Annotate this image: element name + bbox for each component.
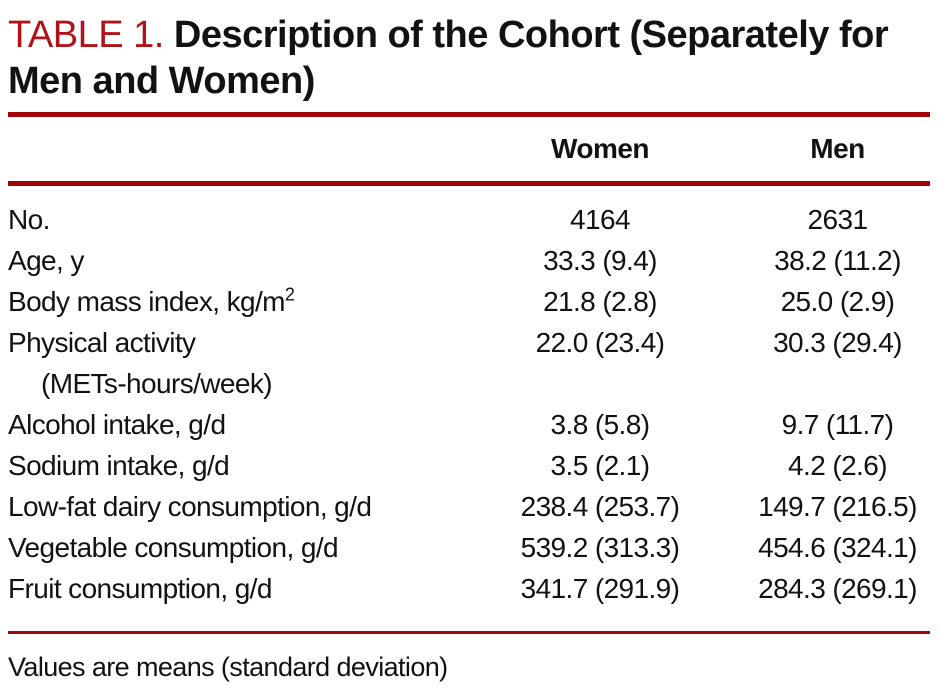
table-row: Fruit consumption, g/d 341.7 (291.9) 284… — [8, 568, 930, 634]
row-label-text: Age, y — [8, 245, 84, 276]
value-men: 4.2 (2.6) — [788, 450, 887, 481]
value-women: 21.8 (2.8) — [543, 286, 657, 317]
value-men: 284.3 (269.1) — [745, 568, 930, 634]
cohort-table: Women Men No. 4164 2631 Age, y 33.3 (9.4… — [8, 112, 930, 634]
value-women: 33.3 (9.4) — [543, 245, 657, 276]
value-women: 539.2 (313.3) — [520, 532, 680, 563]
row-label-text: Alcohol intake, g/d — [8, 409, 226, 440]
row-label-text: Sodium intake, g/d — [8, 450, 230, 481]
table-title-line1: Description of the Cohort (Separately fo… — [173, 14, 889, 56]
value-men: 149.7 (216.5) — [758, 491, 917, 522]
row-label: Sodium intake, g/d — [8, 445, 455, 486]
value-women: 3.5 (2.1) — [550, 450, 650, 481]
table-title: TABLE 1. Description of the Cohort (Sepa… — [8, 12, 930, 104]
row-label: Vegetable consumption, g/d — [8, 527, 455, 568]
table-row: Physical activity (METs-hours/week) 22.0 … — [8, 322, 930, 404]
value-men: 25.0 (2.9) — [780, 286, 895, 317]
table-row: Body mass index, kg/m2 21.8 (2.8) 25.0 (… — [8, 281, 930, 322]
value-men: 454.6 (324.1) — [758, 532, 917, 563]
value-men: 30.3 (29.4) — [773, 327, 902, 358]
row-label-text: Fruit consumption, g/d — [8, 573, 272, 604]
value-women: 22.0 (23.4) — [535, 327, 665, 358]
table-number-label: TABLE 1. — [8, 14, 164, 56]
value-men: 38.2 (11.2) — [774, 245, 901, 276]
table-title-line2: Men and Women) — [8, 60, 315, 102]
table-row: Vegetable consumption, g/d 539.2 (313.3)… — [8, 527, 930, 568]
row-label-text: No. — [8, 204, 50, 235]
value-men: 9.7 (11.7) — [781, 409, 894, 440]
table-footnote: Values are means (standard deviation) — [8, 652, 448, 682]
row-label-continuation: (METs-hours/week) — [41, 368, 273, 399]
value-women: 341.7 (291.9) — [455, 568, 745, 634]
row-label: Fruit consumption, g/d — [8, 568, 455, 634]
value-women: 4164 — [570, 204, 630, 235]
table-row: Sodium intake, g/d 3.5 (2.1) 4.2 (2.6) — [8, 445, 930, 486]
table-row: No. 4164 2631 — [8, 184, 930, 241]
header-row: Women Men — [8, 112, 930, 186]
value-women: 238.4 (253.7) — [520, 491, 680, 522]
row-label: Alcohol intake, g/d — [8, 404, 455, 445]
row-label-text: Vegetable consumption, g/d — [8, 532, 339, 563]
row-label: No. — [8, 184, 455, 241]
value-men: 2631 — [807, 204, 868, 235]
row-label-text: Low-fat dairy consumption, g/d — [8, 491, 372, 522]
column-header-women: Women — [455, 112, 745, 186]
table-row: Low-fat dairy consumption, g/d 238.4 (25… — [8, 486, 930, 527]
row-label: Age, y — [8, 240, 455, 281]
row-label: Body mass index, kg/m2 — [8, 281, 455, 322]
value-women: 3.8 (5.8) — [550, 409, 650, 440]
row-label-text: Physical activity — [8, 327, 196, 358]
row-label-text: Body mass index, kg/m — [8, 286, 285, 317]
superscript-2: 2 — [284, 284, 295, 305]
header-empty-cell — [8, 112, 455, 186]
row-label: Low-fat dairy consumption, g/d — [8, 486, 455, 527]
table-row: Alcohol intake, g/d 3.8 (5.8) 9.7 (11.7) — [8, 404, 930, 445]
row-label: Physical activity (METs-hours/week) — [8, 322, 455, 404]
table-row: Age, y 33.3 (9.4) 38.2 (11.2) — [8, 240, 930, 281]
column-header-men: Men — [745, 112, 930, 186]
